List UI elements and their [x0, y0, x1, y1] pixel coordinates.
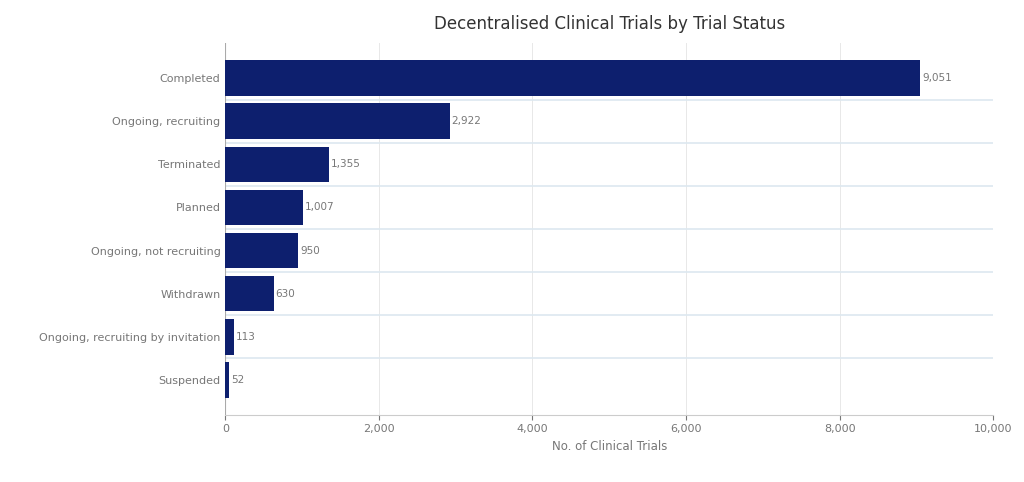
- X-axis label: No. of Clinical Trials: No. of Clinical Trials: [552, 440, 667, 453]
- Text: 950: 950: [300, 245, 319, 255]
- Text: 9,051: 9,051: [923, 73, 952, 83]
- Title: Decentralised Clinical Trials by Trial Status: Decentralised Clinical Trials by Trial S…: [433, 15, 785, 33]
- Bar: [225, 104, 450, 139]
- Bar: [225, 147, 330, 182]
- Text: 630: 630: [275, 289, 295, 299]
- Text: 1,007: 1,007: [304, 202, 334, 213]
- Bar: [225, 276, 273, 311]
- Text: 2,922: 2,922: [452, 116, 481, 126]
- Text: 52: 52: [231, 375, 245, 385]
- Bar: [225, 362, 229, 398]
- Text: 113: 113: [236, 332, 256, 342]
- Bar: [225, 190, 303, 225]
- Bar: [225, 60, 921, 95]
- Text: 1,355: 1,355: [332, 159, 361, 169]
- Bar: [225, 233, 298, 268]
- Bar: [225, 319, 233, 354]
